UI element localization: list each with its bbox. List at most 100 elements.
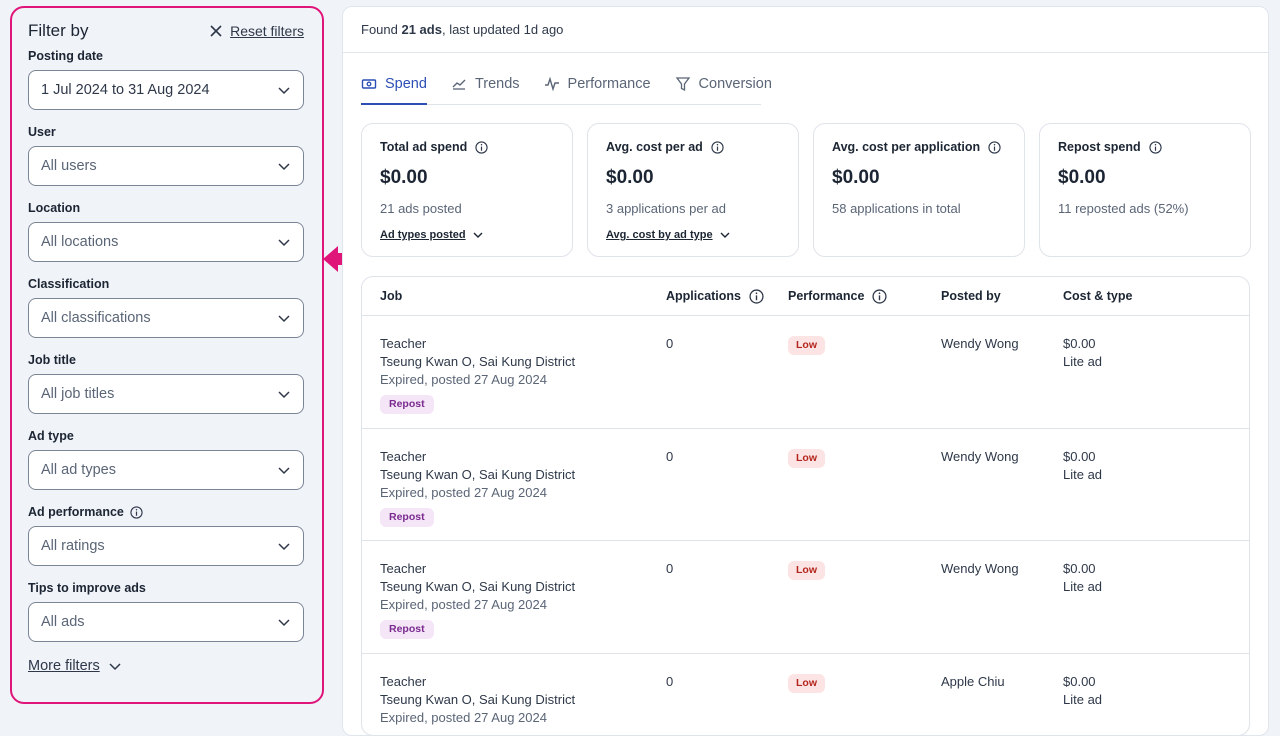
- performance-cell: Low: [788, 560, 941, 653]
- job-title-value: All job titles: [41, 386, 114, 402]
- tab-trends[interactable]: Trends: [451, 67, 520, 103]
- table-header: Job Applications Performance Posted by C…: [362, 277, 1249, 316]
- info-icon[interactable]: [988, 141, 1001, 154]
- job-title[interactable]: Teacher: [380, 335, 666, 353]
- job-title-select[interactable]: All job titles: [28, 374, 304, 414]
- job-title[interactable]: Teacher: [380, 560, 666, 578]
- avg-cost-by-ad-type-link[interactable]: Avg. cost by ad type: [606, 229, 780, 241]
- posting-date-select[interactable]: 1 Jul 2024 to 31 Aug 2024: [28, 70, 304, 110]
- card-value: $0.00: [1058, 167, 1232, 189]
- performance-cell: Low: [788, 448, 941, 541]
- col-cost-type: Cost & type: [1063, 289, 1223, 303]
- ad-type: Lite ad: [1063, 466, 1223, 484]
- tab-conversion-label: Conversion: [699, 76, 772, 92]
- col-posted-by-label: Posted by: [941, 289, 1001, 303]
- ad-type: Lite ad: [1063, 353, 1223, 371]
- ad-performance-value: All ratings: [41, 538, 105, 554]
- posted-by-cell: Apple Chiu: [941, 673, 1063, 736]
- card-avg-cost-per-ad: Avg. cost per ad $0.00 3 applications pe…: [587, 123, 799, 257]
- ad-performance-select[interactable]: All ratings: [28, 526, 304, 566]
- card-title-text: Total ad spend: [380, 140, 467, 154]
- cost-value: $0.00: [1063, 448, 1223, 466]
- user-select[interactable]: All users: [28, 146, 304, 186]
- card-link-label: Ad types posted: [380, 229, 466, 241]
- found-suffix: , last updated 1d ago: [442, 22, 563, 37]
- classification-value: All classifications: [41, 310, 151, 326]
- ad-types-posted-link[interactable]: Ad types posted: [380, 229, 554, 241]
- job-title[interactable]: Teacher: [380, 448, 666, 466]
- card-link-label: Avg. cost by ad type: [606, 229, 713, 241]
- found-count: 21 ads: [401, 22, 441, 37]
- card-subtext: 3 applications per ad: [606, 201, 780, 216]
- job-status: Expired, posted 27 Aug 2024: [380, 596, 666, 614]
- close-icon: [210, 25, 222, 37]
- ad-performance-label-text: Ad performance: [28, 505, 124, 519]
- card-subtext: 58 applications in total: [832, 201, 1006, 216]
- found-prefix: Found: [361, 22, 401, 37]
- job-title[interactable]: Teacher: [380, 673, 666, 691]
- posting-date-value: 1 Jul 2024 to 31 Aug 2024: [41, 82, 210, 98]
- posted-by-cell: Wendy Wong: [941, 448, 1063, 541]
- tab-performance[interactable]: Performance: [544, 67, 651, 103]
- card-repost-spend: Repost spend $0.00 11 reposted ads (52%): [1039, 123, 1251, 257]
- tab-bar: Spend Trends Performance Conversion: [361, 67, 761, 105]
- ad-type: Lite ad: [1063, 578, 1223, 596]
- chevron-down-icon: [277, 235, 291, 249]
- posting-date-label: Posting date: [28, 48, 304, 64]
- chevron-down-icon: [277, 387, 291, 401]
- card-title: Avg. cost per application: [832, 140, 1006, 154]
- tab-spend[interactable]: Spend: [361, 67, 427, 105]
- info-icon[interactable]: [711, 141, 724, 154]
- table-row[interactable]: Teacher Tseung Kwan O, Sai Kung District…: [362, 429, 1249, 542]
- more-filters-button[interactable]: More filters: [28, 658, 304, 674]
- tips-select[interactable]: All ads: [28, 602, 304, 642]
- pulse-icon: [544, 76, 560, 92]
- info-icon[interactable]: [872, 289, 887, 304]
- card-value: $0.00: [832, 167, 1006, 189]
- table-row[interactable]: Teacher Tseung Kwan O, Sai Kung District…: [362, 316, 1249, 429]
- ad-performance-label: Ad performance: [28, 504, 304, 520]
- location-select[interactable]: All locations: [28, 222, 304, 262]
- cost-cell: $0.00 Lite ad: [1063, 673, 1223, 736]
- ad-type-select[interactable]: All ad types: [28, 450, 304, 490]
- classification-label: Classification: [28, 276, 304, 292]
- reset-filters-button[interactable]: Reset filters: [210, 23, 304, 39]
- performance-cell: Low: [788, 335, 941, 428]
- job-cell: Teacher Tseung Kwan O, Sai Kung District…: [362, 335, 666, 428]
- card-title: Repost spend: [1058, 140, 1232, 154]
- job-location: Tseung Kwan O, Sai Kung District: [380, 691, 666, 709]
- filter-header: Filter by Reset filters: [28, 20, 304, 42]
- card-subtext: 11 reposted ads (52%): [1058, 201, 1232, 216]
- table-row[interactable]: Teacher Tseung Kwan O, Sai Kung District…: [362, 541, 1249, 654]
- classification-select[interactable]: All classifications: [28, 298, 304, 338]
- ad-type-value: All ad types: [41, 462, 116, 478]
- col-job: Job: [362, 289, 666, 303]
- job-status: Expired, posted 27 Aug 2024: [380, 371, 666, 389]
- filter-sidebar: Filter by Reset filters Posting date 1 J…: [10, 6, 324, 704]
- info-icon[interactable]: [749, 289, 764, 304]
- col-applications: Applications: [666, 289, 788, 304]
- info-icon[interactable]: [130, 506, 143, 519]
- chevron-down-icon: [277, 463, 291, 477]
- ad-type-label: Ad type: [28, 428, 304, 444]
- chevron-down-icon: [719, 229, 731, 241]
- cost-cell: $0.00 Lite ad: [1063, 448, 1223, 541]
- chevron-down-icon: [277, 539, 291, 553]
- card-title-text: Avg. cost per ad: [606, 140, 703, 154]
- repost-badge: Repost: [380, 620, 434, 639]
- info-icon[interactable]: [475, 141, 488, 154]
- card-value: $0.00: [380, 167, 554, 189]
- card-subtext: 21 ads posted: [380, 201, 554, 216]
- chevron-down-icon: [277, 159, 291, 173]
- posted-by-cell: Wendy Wong: [941, 560, 1063, 653]
- job-cell: Teacher Tseung Kwan O, Sai Kung District…: [362, 448, 666, 541]
- funnel-icon: [675, 76, 691, 92]
- job-location: Tseung Kwan O, Sai Kung District: [380, 466, 666, 484]
- money-icon: [361, 76, 377, 92]
- tab-performance-label: Performance: [568, 76, 651, 92]
- user-value: All users: [41, 158, 97, 174]
- ads-table: Job Applications Performance Posted by C…: [361, 276, 1250, 736]
- location-value: All locations: [41, 234, 118, 250]
- tab-conversion[interactable]: Conversion: [675, 67, 772, 103]
- info-icon[interactable]: [1149, 141, 1162, 154]
